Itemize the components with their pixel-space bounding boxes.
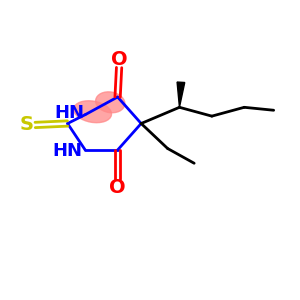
Text: O: O [111, 50, 128, 69]
Polygon shape [177, 82, 185, 107]
Ellipse shape [74, 101, 112, 123]
Text: HN: HN [54, 104, 84, 122]
Text: O: O [109, 178, 126, 197]
Ellipse shape [96, 92, 125, 113]
Text: HN: HN [52, 142, 83, 160]
Text: S: S [20, 116, 34, 134]
